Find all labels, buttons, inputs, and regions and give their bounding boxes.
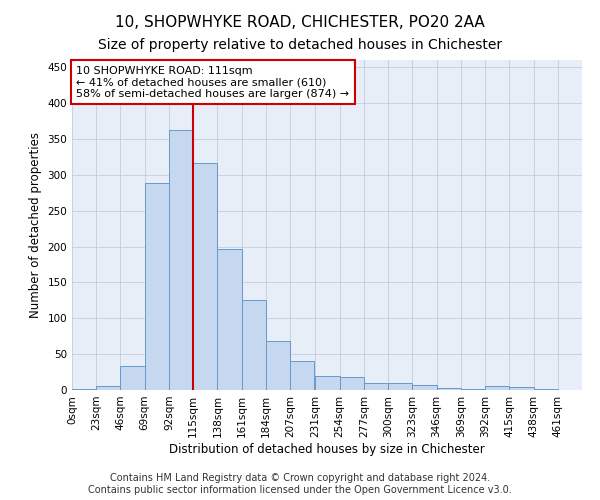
Text: 10, SHOPWHYKE ROAD, CHICHESTER, PO20 2AA: 10, SHOPWHYKE ROAD, CHICHESTER, PO20 2AA	[115, 15, 485, 30]
Bar	[266, 341, 290, 390]
Bar	[193, 164, 217, 390]
Text: Contains HM Land Registry data © Crown copyright and database right 2024.
Contai: Contains HM Land Registry data © Crown c…	[88, 474, 512, 495]
Bar	[217, 250, 242, 390]
Text: 10 SHOPWHYKE ROAD: 111sqm
← 41% of detached houses are smaller (610)
58% of semi: 10 SHOPWHYKE ROAD: 111sqm ← 41% of detac…	[76, 66, 349, 99]
Y-axis label: Number of detached properties: Number of detached properties	[29, 132, 42, 318]
Bar	[96, 386, 121, 390]
Bar	[72, 388, 96, 390]
Bar	[437, 388, 461, 390]
Bar	[364, 383, 388, 390]
Bar	[485, 386, 509, 390]
Bar	[290, 362, 314, 390]
Bar	[121, 366, 145, 390]
Bar	[412, 385, 437, 390]
Bar	[316, 376, 340, 390]
X-axis label: Distribution of detached houses by size in Chichester: Distribution of detached houses by size …	[169, 442, 485, 456]
Bar	[145, 184, 169, 390]
Bar	[242, 300, 266, 390]
Bar	[388, 383, 412, 390]
Bar	[340, 377, 364, 390]
Bar	[509, 387, 533, 390]
Text: Size of property relative to detached houses in Chichester: Size of property relative to detached ho…	[98, 38, 502, 52]
Bar	[169, 130, 193, 390]
